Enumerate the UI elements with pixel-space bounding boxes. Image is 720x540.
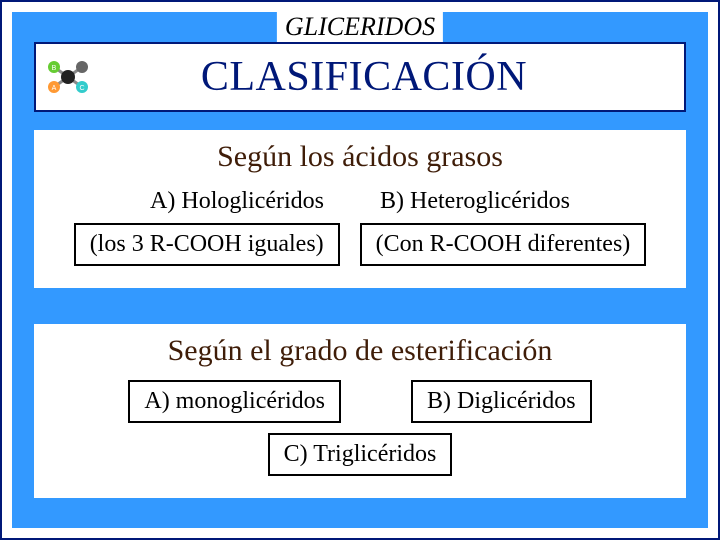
row-c: C) Triglicéridos — [46, 433, 674, 476]
section-heading-2: Según el grado de esterificación — [46, 334, 674, 368]
box-a-desc: (los 3 R-COOH iguales) — [74, 223, 340, 266]
section-esterification: Según el grado de esterificación A) mono… — [34, 324, 686, 498]
title-box: B A C CLASIFICACIÓN — [34, 42, 686, 112]
svg-text:B: B — [52, 65, 57, 72]
section-acids: Según los ácidos grasos A) Hologlicérido… — [34, 130, 686, 288]
row-ab: A) monoglicéridos B) Diglicéridos — [46, 380, 674, 423]
box-mono: A) monoglicéridos — [128, 380, 341, 423]
slide-outer: GLICERIDOS B A C CLASIFICAC — [0, 0, 720, 540]
box-b-label: B) Heteroglicéridos — [366, 186, 584, 217]
box-tri: C) Triglicéridos — [268, 433, 453, 476]
box-a-label: A) Hologlicéridos — [136, 186, 338, 217]
molecule-icon: B A C — [44, 53, 92, 101]
box-b-desc: (Con R-COOH diferentes) — [360, 223, 647, 266]
kicker-text: GLICERIDOS — [277, 12, 443, 42]
slide-panel: GLICERIDOS B A C CLASIFICAC — [12, 12, 708, 528]
main-title: CLASIFICACIÓN — [92, 53, 636, 101]
row-desc-1: (los 3 R-COOH iguales) (Con R-COOH difer… — [46, 223, 674, 266]
box-di: B) Diglicéridos — [411, 380, 592, 423]
section-heading-1: Según los ácidos grasos — [46, 140, 674, 174]
row-labels-1: A) Hologlicéridos B) Heteroglicéridos — [46, 186, 674, 217]
svg-text:A: A — [52, 85, 57, 92]
svg-text:C: C — [79, 85, 84, 92]
